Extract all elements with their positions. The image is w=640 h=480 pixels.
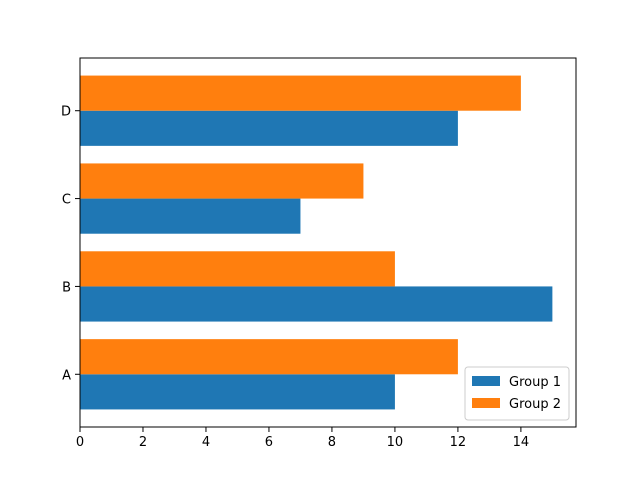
x-tick-label: 12 — [450, 435, 467, 450]
bar-2-d — [80, 75, 521, 111]
bar-1-b — [80, 286, 553, 322]
x-tick-label: 8 — [328, 435, 336, 450]
legend: Group 1 Group 2 — [464, 366, 570, 421]
bar-1-d — [80, 110, 458, 146]
x-tick-label: 14 — [513, 435, 530, 450]
legend-label: Group 1 — [509, 375, 561, 390]
legend-swatch — [472, 398, 500, 408]
x-axis: 0 2 4 6 8 10 12 14 — [76, 427, 529, 450]
legend-swatch — [472, 376, 500, 386]
legend-label: Group 2 — [509, 397, 561, 412]
x-tick-label: 0 — [76, 435, 84, 450]
bar-1-a — [80, 374, 395, 410]
x-tick-label: 4 — [202, 435, 210, 450]
plot-frame — [79, 57, 577, 428]
y-tick-label: C — [62, 193, 71, 208]
bar-2-b — [80, 251, 395, 287]
bar-2-c — [80, 163, 364, 199]
y-tick-label: A — [62, 368, 71, 383]
x-tick-label: 6 — [265, 435, 273, 450]
x-tick-label: 10 — [387, 435, 404, 450]
y-tick-label: B — [62, 280, 71, 295]
y-tick-label: D — [61, 105, 71, 120]
y-axis: A B C D — [61, 105, 80, 383]
x-tick-label: 2 — [139, 435, 147, 450]
bars-group — [80, 75, 553, 410]
bar-1-c — [80, 198, 301, 234]
bar-2-a — [80, 339, 458, 375]
